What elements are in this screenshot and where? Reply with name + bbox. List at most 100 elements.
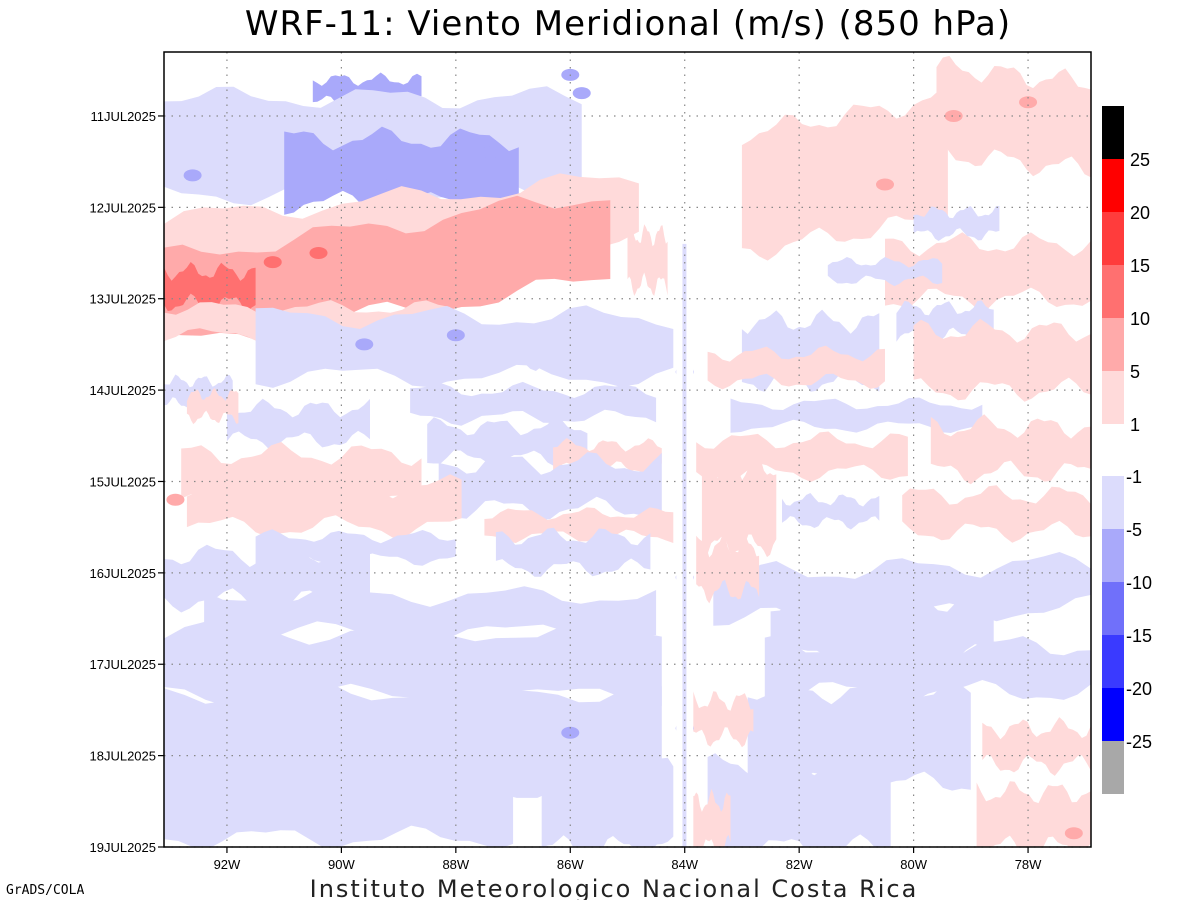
x-tick-label: 78W: [1015, 857, 1042, 872]
contour-band: [764, 634, 1091, 704]
contour-band: [553, 438, 662, 475]
y-tick-label: 11JUL2025: [90, 109, 156, 124]
colorbar-label: -5: [1126, 520, 1142, 540]
contour-spot: [446, 329, 465, 342]
colorbar-swatch: [1102, 371, 1124, 424]
contour-spot: [263, 256, 282, 269]
contour-spot: [561, 726, 580, 739]
colorbar-swatch: [1102, 212, 1124, 265]
colorbar-swatch: [1102, 265, 1124, 318]
contour-band: [164, 119, 193, 176]
contour-band: [164, 262, 256, 313]
contour-band: [930, 414, 1091, 485]
contour-band: [438, 452, 662, 521]
x-tick-label: 80W: [900, 857, 927, 872]
contour-spot: [1019, 96, 1038, 109]
contour-band: [696, 431, 908, 482]
contour-spot: [572, 87, 591, 100]
contour-spot: [944, 109, 963, 122]
contour-band: [707, 345, 885, 390]
contour-band: [913, 205, 1000, 241]
colorbar-swatch: [1102, 582, 1124, 635]
x-tick-label: 82W: [786, 857, 813, 872]
contour-spot: [309, 247, 328, 260]
contour-band: [684, 691, 754, 749]
colorbar-label: -20: [1126, 679, 1152, 699]
y-tick-label: 15JUL2025: [90, 474, 157, 489]
colorbar-swatch: [1102, 159, 1124, 212]
contour-band: [701, 455, 777, 558]
contour-spot: [1064, 827, 1083, 840]
contour-band: [427, 417, 588, 468]
y-tick-label: 16JUL2025: [90, 566, 157, 581]
colorbar-label: 5: [1130, 362, 1140, 382]
contour-band: [913, 318, 1091, 402]
contour-spot: [876, 178, 894, 191]
grid-lines: [164, 52, 1091, 848]
colorbar-swatch: [1102, 106, 1124, 159]
contour-band: [186, 387, 239, 425]
chart-title: WRF-11: Viento Meridional (m/s) (850 hPa…: [245, 4, 1011, 44]
contour-band: [226, 398, 370, 450]
colorbar-label: 15: [1130, 256, 1150, 276]
contour-band: [255, 529, 456, 566]
x-tick-label: 90W: [328, 857, 355, 872]
footer-institution: Instituto Meteorologico Nacional Costa R…: [310, 875, 919, 900]
contour-fill-layer: [164, 52, 1091, 847]
colorbar-swatch: [1102, 741, 1124, 794]
colorbar-label: -25: [1126, 732, 1152, 752]
contour-band: [438, 327, 576, 371]
x-tick-label: 86W: [557, 857, 584, 872]
y-tick-label: 19JUL2025: [90, 840, 157, 855]
x-axis: 92W 90W 88W 86W 84W 82W 80W 78W: [214, 847, 1042, 872]
contour-band: [936, 55, 1091, 178]
colorbar-label: 25: [1130, 150, 1150, 170]
x-tick-label: 88W: [442, 857, 469, 872]
colorbar-label: 10: [1130, 309, 1150, 329]
contour-band: [707, 752, 891, 847]
contour-band: [730, 397, 983, 433]
contour-band: [827, 257, 943, 287]
colorbar-swatch: [1102, 688, 1124, 741]
x-tick-label: 84W: [671, 857, 698, 872]
y-tick-label: 17JUL2025: [90, 657, 157, 672]
contour-band: [164, 743, 514, 847]
contour-band: [204, 586, 657, 643]
credit-label: GrADS/COLA: [6, 883, 84, 898]
contour-band: [902, 485, 1091, 543]
contour-band: [682, 243, 687, 847]
colorbar-label: 20: [1130, 203, 1150, 223]
contour-spot: [481, 146, 500, 159]
colorbar-swatch: [1102, 529, 1124, 582]
colorbar-label: -10: [1126, 573, 1152, 593]
contour-band: [484, 507, 674, 543]
contour-band: [186, 473, 462, 539]
colorbar-swatch: [1102, 635, 1124, 688]
contour-band: [976, 781, 1091, 847]
y-tick-label: 14JUL2025: [90, 383, 157, 398]
colorbar-label: -1: [1126, 467, 1142, 487]
plot-frame: [163, 51, 1092, 848]
contour-spot: [166, 493, 185, 506]
y-tick-label: 13JUL2025: [90, 292, 157, 307]
contour-band: [410, 381, 657, 426]
contour-spot: [355, 338, 374, 351]
contour-band: [982, 717, 1091, 776]
colorbar-label: 1: [1130, 415, 1140, 435]
contour-band: [284, 126, 519, 215]
y-tick-label: 18JUL2025: [90, 749, 157, 764]
contour-band: [885, 232, 1091, 311]
contour-spot: [183, 169, 202, 182]
contour-band: [164, 195, 611, 341]
x-tick-label: 92W: [214, 857, 241, 872]
contour-spot: [372, 178, 391, 191]
contour-band: [741, 88, 948, 261]
contour-band: [770, 589, 994, 667]
colorbar-label: -15: [1126, 626, 1152, 646]
contour-band: [495, 527, 651, 577]
colorbar-swatch: [1102, 318, 1124, 371]
contour-band: [541, 752, 674, 847]
y-axis: 11JUL2025 12JUL2025 13JUL2025 14JUL2025 15JU…: [90, 109, 164, 855]
